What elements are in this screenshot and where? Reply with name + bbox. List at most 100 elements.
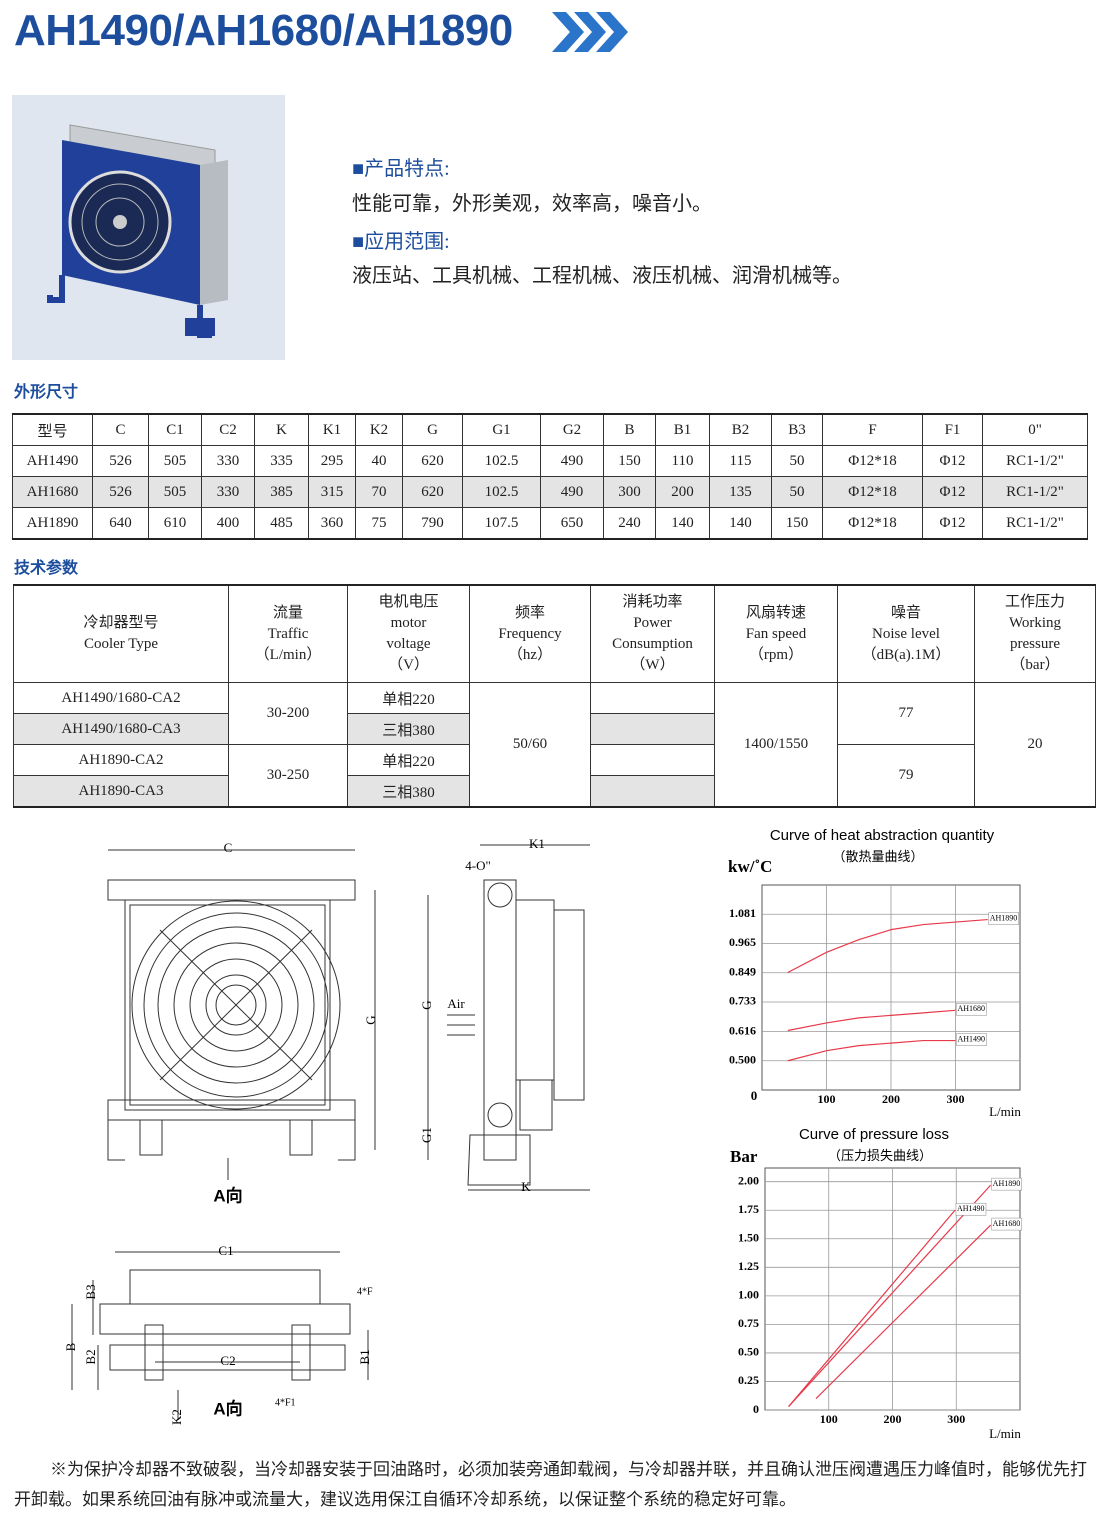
header-line: 噪音 xyxy=(890,604,921,621)
cell: 335 xyxy=(254,445,309,477)
cell: 20 xyxy=(974,682,1096,808)
cell: 75 xyxy=(355,507,403,540)
x-tick-label: 100 xyxy=(820,1412,838,1426)
cell: 360 xyxy=(308,507,356,540)
dim-label: B1 xyxy=(357,1349,372,1364)
page-title: AH1490/AH1680/AH1890 xyxy=(14,6,513,55)
cell: 107.5 xyxy=(462,507,541,540)
cell: 650 xyxy=(540,507,604,540)
y-tick-label: 0.849 xyxy=(729,964,756,978)
x-axis-label: L/min xyxy=(989,1104,1021,1119)
header-cell: 频率 Frequency （hz） xyxy=(469,584,591,683)
cell: 620 xyxy=(402,445,463,477)
cell: AH1490 xyxy=(12,445,93,477)
header-line: （W） xyxy=(630,657,675,673)
row: AH1490/1680-CA2 30-200 单相220 50/60 1400/… xyxy=(13,682,1096,808)
cell: AH1890 xyxy=(12,507,93,540)
cell: Φ12 xyxy=(922,507,983,540)
cell xyxy=(590,713,715,745)
header-line: Working xyxy=(1008,615,1062,631)
header-row: 冷却器型号 Cooler Type 流量 Traffic （L/min） 电机电压 moto… xyxy=(13,584,1096,683)
header-cell: B1 xyxy=(655,413,710,446)
product-photo xyxy=(12,95,285,360)
view-label: A向 xyxy=(213,1398,242,1418)
cell: AH1890-CA3 xyxy=(13,775,229,808)
cell: 三相380 xyxy=(347,713,470,745)
dim-label: K1 xyxy=(529,836,545,851)
y-tick-label: 0.50 xyxy=(738,1345,759,1359)
chart-subtitle: （压力损失曲线） xyxy=(828,1148,932,1163)
cell: 240 xyxy=(603,507,656,540)
header-line: （bar） xyxy=(1010,657,1060,673)
dim-label: C1 xyxy=(218,1243,233,1258)
series-label: AH1490 xyxy=(958,1034,986,1043)
y-tick-label: 0.965 xyxy=(729,935,756,949)
bottom-view xyxy=(71,1251,369,1420)
cell: 150 xyxy=(603,445,656,477)
series-line xyxy=(787,1039,956,1062)
dim-label: G1 xyxy=(419,1127,434,1143)
cell: 135 xyxy=(709,476,772,508)
dim-label: G xyxy=(419,1000,434,1009)
header-cell: B3 xyxy=(771,413,823,446)
series-label: AH1890 xyxy=(993,1179,1021,1188)
y-tick-label: 2.00 xyxy=(738,1173,759,1187)
series-label-box xyxy=(991,1177,1022,1191)
y-tick-label: 1.50 xyxy=(738,1231,759,1245)
header-line: Consumption xyxy=(612,636,693,652)
x-tick-label: 300 xyxy=(947,1092,965,1106)
header-cell: F xyxy=(822,413,923,446)
x-tick-label: 200 xyxy=(882,1092,900,1106)
header-cell: G1 xyxy=(462,413,541,446)
cell: 77 xyxy=(837,682,975,745)
cell: 单相220 xyxy=(347,682,470,714)
feature-text: 液压站、工具机械、工程机械、液压机械、润滑机械等。 xyxy=(352,265,852,287)
cell: 620 xyxy=(402,476,463,508)
chart-title: Curve of pressure loss xyxy=(799,1126,949,1143)
y-axis-label: Bar xyxy=(730,1147,758,1166)
cell: Φ12 xyxy=(922,445,983,477)
cell: 140 xyxy=(655,507,710,540)
header-line: Frequency xyxy=(498,625,562,642)
dim-label: 4-O" xyxy=(465,858,491,873)
header-line: 消耗功率 xyxy=(622,594,683,610)
header-cell: B2 xyxy=(709,413,772,446)
dim-label: G xyxy=(363,1015,378,1024)
header-cell: K xyxy=(254,413,309,446)
header-cell: 电机电压 motor voltage （V） xyxy=(347,584,470,683)
chart-subtitle: （散热量曲线） xyxy=(832,849,923,864)
cell: 70 xyxy=(355,476,403,508)
header-line: voltage xyxy=(386,636,431,652)
header-line: motor xyxy=(390,615,427,631)
cell: 505 xyxy=(148,445,202,477)
cell: 330 xyxy=(201,445,255,477)
origin-label: 0 xyxy=(751,1088,758,1103)
series-label: AH1490 xyxy=(957,1204,985,1213)
cell: 490 xyxy=(540,476,604,508)
cell: Φ12*18 xyxy=(822,476,923,508)
header-line: （dB(a).1M） xyxy=(861,646,951,663)
cell: 50 xyxy=(771,445,823,477)
header-line: 工作压力 xyxy=(1004,594,1065,610)
series-line xyxy=(788,1184,992,1407)
cell: Φ12*18 xyxy=(822,507,923,540)
y-tick-label: 1.00 xyxy=(738,1288,759,1302)
header-line: Power xyxy=(633,615,672,631)
y-tick-label: 0.500 xyxy=(729,1053,756,1067)
x-axis-label: L/min xyxy=(989,1426,1021,1441)
cell: 40 xyxy=(355,445,403,477)
row: AH1890-CA2 30-250 单相220 79 xyxy=(13,744,1096,808)
header-line: Fan speed xyxy=(745,625,807,642)
cell: 102.5 xyxy=(462,476,541,508)
header-line: Noise level xyxy=(872,625,940,642)
header-cell: C2 xyxy=(201,413,255,446)
series-label-box xyxy=(956,1033,987,1046)
cell: 295 xyxy=(308,445,356,477)
cell: 50 xyxy=(771,476,823,508)
cell: Φ12 xyxy=(922,476,983,508)
feature-text: 性能可靠，外形美观，效率高，噪音小。 xyxy=(352,193,712,215)
cell: RC1-1/2" xyxy=(982,476,1088,508)
cell xyxy=(590,682,715,714)
feature-heading: ■产品特点: xyxy=(352,158,450,180)
cell: 115 xyxy=(709,445,772,477)
